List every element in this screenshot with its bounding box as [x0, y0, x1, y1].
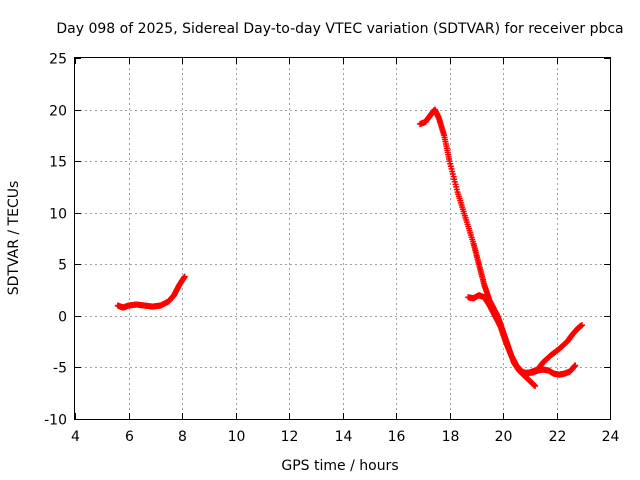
x-tick-label: 8 [178, 429, 187, 445]
data-point [181, 273, 188, 280]
x-tick-label: 22 [549, 429, 567, 445]
y-tick-label: 25 [49, 52, 67, 68]
x-tick-label: 20 [495, 429, 513, 445]
series-1 [114, 273, 188, 311]
x-tick-label: 16 [388, 429, 406, 445]
data-point [532, 382, 539, 389]
data-series [114, 106, 585, 389]
chart-title: Day 098 of 2025, Sidereal Day-to-day VTE… [56, 21, 623, 37]
series-3 [465, 292, 585, 377]
y-tick-label: -10 [44, 413, 67, 429]
grid [75, 58, 610, 419]
y-tick-label: 5 [58, 258, 67, 274]
x-tick-label: 18 [442, 429, 460, 445]
y-tick-label: 20 [49, 104, 67, 120]
x-tick-label: 4 [71, 429, 80, 445]
axis-ticks: 4 6 8 10 12 14 16 18 20 22 24 -10 -5 0 5 10 15 20 25 [44, 52, 619, 446]
y-tick-label: 0 [58, 310, 67, 326]
x-tick-label: 6 [125, 429, 134, 445]
series-2 [417, 106, 539, 389]
data-point [578, 322, 585, 329]
data-point [572, 362, 579, 369]
plot-frame [74, 57, 611, 420]
y-tick-label: 15 [49, 155, 67, 171]
x-tick-label: 12 [281, 429, 299, 445]
series-4 [524, 362, 579, 378]
x-axis-label: GPS time / hours [281, 458, 398, 474]
x-tick-label: 24 [602, 429, 620, 445]
y-axis-label: SDTVAR / TECUs [6, 181, 22, 296]
y-tick-label: 10 [49, 207, 67, 223]
x-tick-label: 14 [335, 429, 353, 445]
y-tick-label: -5 [53, 361, 67, 377]
x-tick-label: 10 [228, 429, 246, 445]
